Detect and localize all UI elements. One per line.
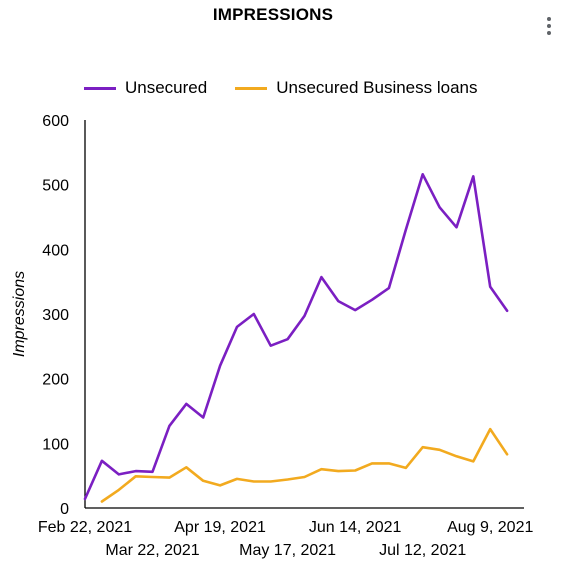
y-tick-label: 500 bbox=[42, 178, 69, 195]
x-tick-label: Feb 22, 2021 bbox=[38, 519, 132, 536]
legend-item-unsecured[interactable]: Unsecured bbox=[84, 78, 207, 98]
legend-label-unsecured: Unsecured bbox=[125, 78, 208, 97]
x-tick-label: Jun 14, 2021 bbox=[309, 519, 402, 536]
y-tick-label: 600 bbox=[42, 113, 69, 130]
menu-dot bbox=[547, 31, 551, 35]
legend-swatch-business-loans bbox=[235, 86, 268, 90]
y-axis-title: Impressions bbox=[11, 271, 28, 357]
y-tick-label: 400 bbox=[42, 242, 69, 259]
menu-dot bbox=[547, 24, 551, 28]
y-tick-label: 200 bbox=[42, 372, 69, 389]
series-line-unsecured[interactable] bbox=[83, 173, 509, 501]
x-tick-label: Apr 19, 2021 bbox=[174, 519, 266, 536]
x-tick-label: Aug 9, 2021 bbox=[447, 519, 533, 536]
legend-swatch-unsecured bbox=[84, 86, 116, 90]
menu-dot bbox=[547, 17, 551, 21]
chart-legend: Unsecured Unsecured Business loans bbox=[84, 77, 506, 99]
legend-item-business-loans[interactable]: Unsecured Business loans bbox=[235, 78, 478, 98]
chart-title: IMPRESSIONS bbox=[212, 5, 334, 24]
more-vert-icon[interactable] bbox=[540, 14, 558, 38]
legend-label-business-loans: Unsecured Business loans bbox=[276, 78, 478, 97]
y-tick-label: 100 bbox=[42, 436, 69, 453]
y-tick-label: 0 bbox=[60, 501, 69, 518]
x-tick-label: Mar 22, 2021 bbox=[105, 542, 199, 559]
x-tick-label: May 17, 2021 bbox=[239, 542, 336, 559]
y-tick-label: 300 bbox=[42, 307, 69, 324]
series-line-business-loans[interactable] bbox=[100, 427, 509, 503]
x-tick-label: Jul 12, 2021 bbox=[379, 542, 466, 559]
